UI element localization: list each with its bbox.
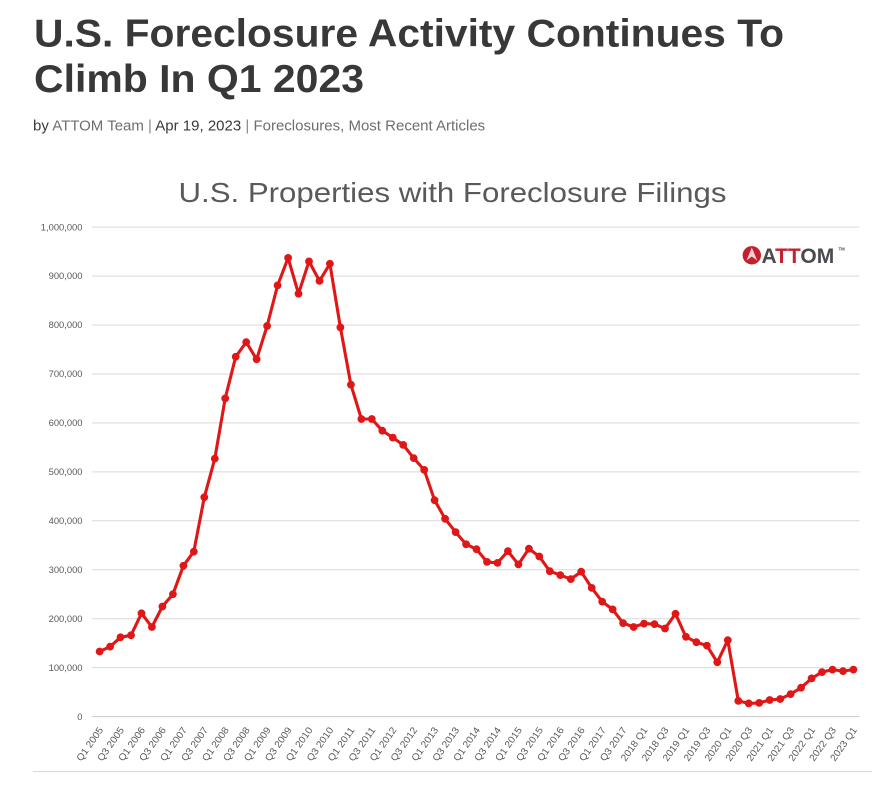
svg-text:500,000: 500,000 — [49, 466, 83, 477]
svg-text:U.S. Foreclosure Activity Cont: U.S. Foreclosure Activity Continues To — [34, 12, 784, 55]
svg-text:400,000: 400,000 — [49, 515, 83, 526]
svg-text:1,000,000: 1,000,000 — [41, 221, 83, 232]
svg-text:Climb In Q1 2023: Climb In Q1 2023 — [34, 58, 364, 101]
svg-text:200,000: 200,000 — [49, 613, 83, 624]
svg-text:800,000: 800,000 — [49, 319, 83, 330]
svg-text:100,000: 100,000 — [49, 662, 83, 673]
svg-text:0: 0 — [77, 711, 82, 722]
svg-text:700,000: 700,000 — [49, 368, 83, 379]
svg-text:600,000: 600,000 — [49, 417, 83, 428]
svg-text:300,000: 300,000 — [49, 564, 83, 575]
svg-text:TM: TM — [839, 247, 846, 252]
svg-text:by ATTOM Team | Apr 19, 2023 |: by ATTOM Team | Apr 19, 2023 | Foreclosu… — [33, 118, 485, 135]
svg-text:ATTOM: ATTOM — [762, 245, 835, 268]
svg-text:900,000: 900,000 — [49, 270, 83, 281]
svg-text:U.S. Properties with Foreclosu: U.S. Properties with Foreclosure Filings — [179, 177, 727, 208]
